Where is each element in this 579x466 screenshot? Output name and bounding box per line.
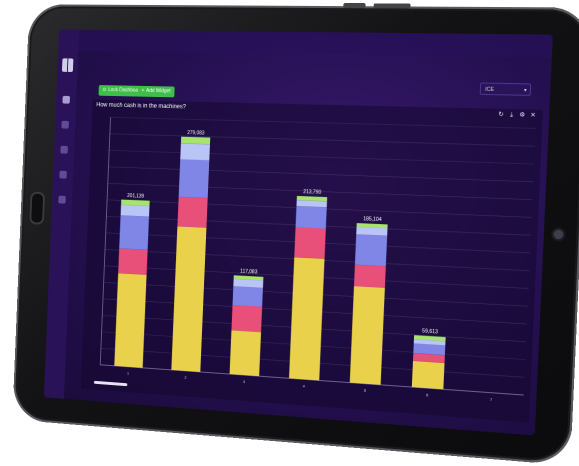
add-widget-label: Add Widget — [146, 88, 171, 94]
front-camera — [553, 230, 563, 240]
bar-segment — [296, 200, 327, 207]
top-bar — [78, 30, 553, 58]
x-tick-label: 7 — [490, 397, 493, 402]
grid-line — [109, 150, 534, 164]
bar-segment — [171, 226, 206, 372]
bar-total-label: 213,790 — [303, 189, 322, 196]
bar-segment — [114, 273, 146, 368]
cash-bar-chart: 201,139 1 279,083 2 117,083 3 213,790 4 185,104 5… — [81, 111, 542, 414]
bar-total-label: 117,083 — [240, 269, 258, 276]
widget-toolbar: ↻ ⤓ ⚙ ✕ — [498, 112, 537, 119]
bar-total-label: 185,104 — [363, 216, 382, 223]
x-tick-label: 3 — [243, 379, 245, 384]
bar-segment — [356, 227, 387, 236]
bar-segment — [289, 257, 324, 380]
x-tick-label: 2 — [184, 375, 186, 380]
bar-segment — [354, 265, 386, 288]
chevron-down-icon: ▾ — [524, 84, 527, 97]
analytics-icon[interactable] — [61, 121, 69, 129]
bar-segment — [181, 137, 210, 145]
logout-icon[interactable] — [58, 196, 66, 204]
tablet-device: ⊙ Lock Dashboard + Add Widget ICE ▾ How mu… — [12, 4, 579, 465]
refresh-icon[interactable]: ↻ — [498, 112, 505, 118]
sidebar — [44, 29, 79, 398]
x-tick-label: 6 — [426, 392, 429, 397]
y-axis — [100, 117, 110, 365]
bar-segment — [118, 248, 147, 274]
bar-segment — [294, 227, 326, 258]
plus-icon: + — [141, 88, 144, 94]
dashboard-screen: ⊙ Lock Dashboard + Add Widget ICE ▾ How mu… — [44, 29, 553, 435]
dashboard-icon[interactable] — [62, 96, 70, 104]
settings-icon[interactable] — [59, 171, 67, 179]
bar-total-label: 59,613 — [422, 328, 438, 335]
location-select[interactable]: ICE ▾ — [480, 82, 532, 95]
power-key — [343, 3, 365, 8]
bar-segment — [119, 215, 149, 250]
bar-total-label: 201,139 — [127, 193, 144, 200]
x-tick-label: 4 — [303, 383, 306, 388]
bar-segment — [412, 361, 445, 389]
gear-icon[interactable]: ⚙ — [519, 112, 526, 118]
grid-line — [110, 134, 535, 146]
download-icon[interactable]: ⤓ — [508, 112, 515, 118]
bar-total-label: 279,083 — [187, 130, 205, 137]
volume-key — [374, 3, 411, 8]
lock-icon: ⊙ — [102, 87, 106, 93]
location-select-value: ICE — [485, 87, 494, 93]
cash-widget: How much cash is in the machines? ↻ ⤓ ⚙ … — [81, 99, 543, 422]
bar-segment — [177, 197, 207, 228]
grid-line — [111, 117, 536, 128]
app-logo — [62, 58, 74, 72]
home-button[interactable] — [29, 192, 45, 225]
bar-segment — [355, 234, 387, 266]
bar-segment — [121, 205, 150, 217]
bar-segment — [233, 286, 263, 306]
bar-segment — [180, 143, 210, 160]
bar-segment — [231, 305, 262, 332]
bar-segment — [296, 206, 327, 229]
bar-segment — [230, 330, 261, 376]
add-widget-button[interactable]: + Add Widget — [138, 86, 175, 98]
x-tick-label: 1 — [127, 371, 129, 376]
users-icon[interactable] — [60, 146, 68, 154]
x-tick-label: 5 — [364, 388, 366, 393]
bar-segment — [350, 286, 385, 385]
close-icon[interactable]: ✕ — [530, 113, 537, 119]
bar-segment — [179, 159, 210, 198]
grid-line — [108, 167, 533, 182]
widget-title: How much cash is in the machines? — [96, 102, 186, 110]
